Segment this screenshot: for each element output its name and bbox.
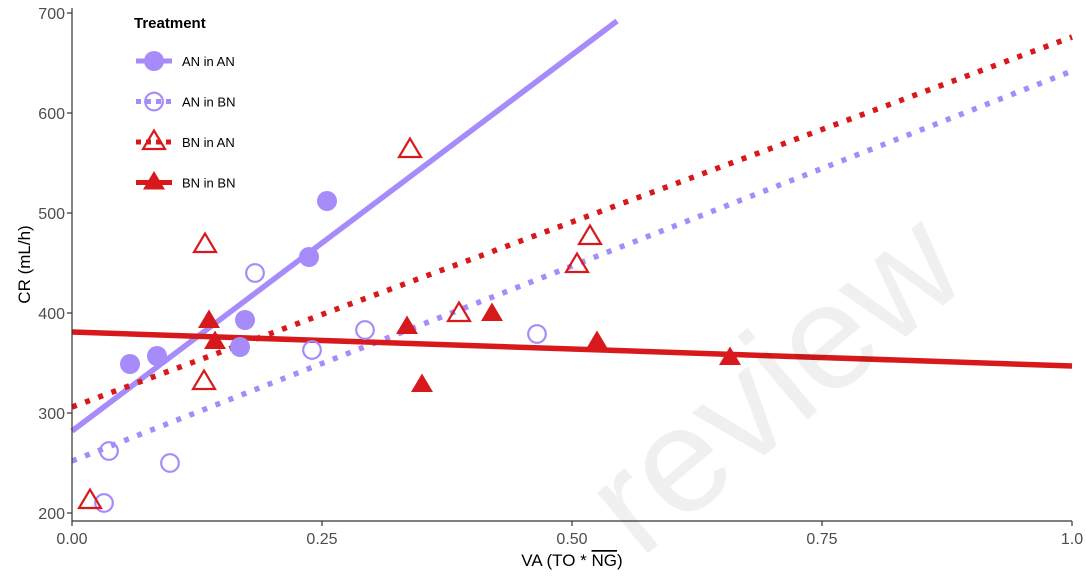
x-axis-title-prefix: VA (TO * [521,551,591,570]
x-tick-label: 0.00 [56,531,87,548]
legend: Treatment AN in AN AN in BN BN in AN BN in … [134,15,235,191]
legend-key-marker [141,128,167,151]
y-axis-title: CR (mL/h) [15,225,34,303]
data-point-bn-in-bn [204,330,226,350]
x-tick-label: 0.25 [306,531,337,548]
data-point-bn-in-bn [396,315,418,335]
data-point-bn-in-an [446,300,472,323]
fit-line-bn-in-an [71,34,1073,410]
x-axis-title-overlined: NG [592,551,618,570]
x-tick-label: 0.50 [556,531,587,548]
data-point-an-in-bn [355,320,375,340]
data-point-an-in-an [235,310,255,330]
y-tick-label: 300 [38,406,65,423]
y-tick-label: 400 [38,306,65,323]
y-tick-label: 500 [38,206,65,223]
y-tick-label: 200 [38,506,65,523]
data-point-bn-in-bn [411,373,433,393]
data-point-an-in-bn [302,340,322,360]
legend-items: AN in AN AN in BN BN in AN BN in BN [136,51,235,191]
data-point-bn-in-an [192,231,218,254]
data-point-bn-in-an [77,487,103,510]
data-points [77,136,741,513]
data-point-bn-in-bn [481,302,503,322]
data-point-bn-in-an [397,136,423,159]
legend-label: AN in BN [182,95,235,110]
legend-title: Treatment [134,15,206,32]
legend-key-marker [144,51,164,71]
data-point-bn-in-an [191,368,217,391]
x-tick-label: 0.75 [806,531,837,548]
data-point-an-in-bn [160,453,180,473]
data-point-an-in-an [230,337,250,357]
watermark: review [553,177,994,579]
data-point-bn-in-bn [586,330,608,350]
y-tick-label: 700 [38,6,65,23]
fit-line-an-in-an [70,18,619,434]
data-point-an-in-an [299,247,319,267]
legend-label: AN in AN [182,54,235,69]
data-point-an-in-an [120,354,140,374]
data-point-bn-in-bn [719,346,741,366]
x-tick-label: 1.0 [1061,531,1083,548]
legend-label: BN in BN [182,176,235,191]
data-point-bn-in-bn [198,309,220,329]
legend-label: BN in AN [182,135,235,150]
data-point-an-in-bn [99,441,119,461]
data-point-bn-in-an [564,251,590,274]
x-axis-title: VA (TO * NG) [521,551,622,570]
legend-item-bn-in-bn: BN in BN [136,171,235,191]
data-point-an-in-bn [94,493,114,513]
data-point-an-in-bn [527,324,547,344]
axis-ticks: 0.00 0.25 0.50 0.75 1.0 200 300 400 500 600 700 [38,6,1083,548]
legend-key-marker [144,91,164,112]
data-point-bn-in-an [577,223,603,246]
data-point-an-in-bn [245,263,265,283]
x-axis-title-suffix: ) [617,551,623,570]
y-tick-label: 600 [38,106,65,123]
legend-item-an-in-an: AN in AN [136,51,235,71]
data-point-an-in-an [317,191,337,211]
data-point-an-in-an [147,346,167,366]
fit-line-an-in-bn [71,68,1073,464]
legend-item-bn-in-an: BN in AN [136,128,235,151]
legend-item-an-in-bn: AN in BN [136,91,235,112]
legend-key-marker [143,171,165,190]
